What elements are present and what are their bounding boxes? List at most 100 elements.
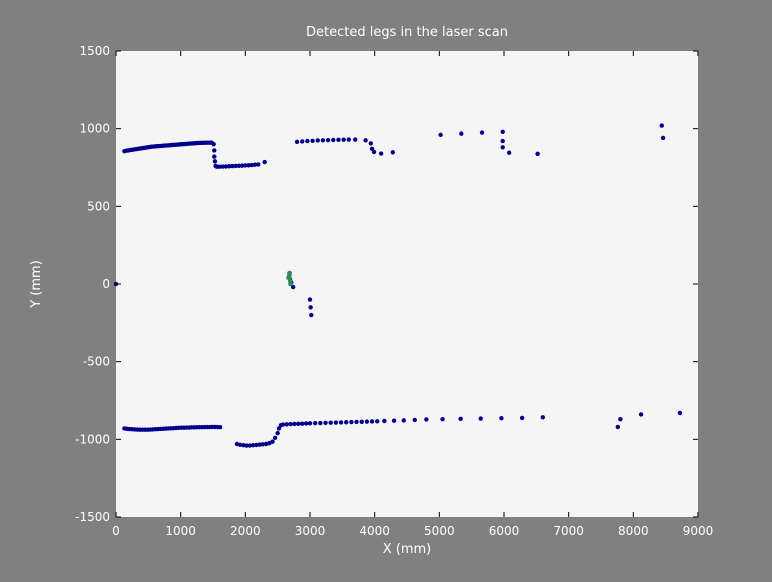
scan-point: [256, 162, 261, 167]
scan-point: [325, 137, 331, 143]
scan-point: [217, 164, 222, 169]
scan-point: [300, 139, 305, 144]
scan-point: [618, 416, 623, 422]
scan-point: [212, 148, 217, 153]
data-points: [113, 123, 683, 448]
scan-point: [424, 417, 429, 422]
scan-point: [236, 163, 242, 168]
x-tick-label: 2000: [230, 524, 261, 538]
scan-point: [262, 159, 267, 165]
scan-point: [284, 422, 289, 427]
scan-point: [220, 164, 225, 169]
scan-point: [331, 137, 336, 143]
scan-point: [378, 151, 384, 156]
scan-point: [336, 137, 341, 143]
scan-point: [677, 410, 683, 416]
scan-point: [659, 123, 664, 128]
scan-point: [333, 420, 339, 425]
scan-point: [250, 443, 256, 448]
scan-point: [438, 132, 443, 138]
scan-point: [382, 418, 387, 424]
chart-title: Detected legs in the laser scan: [306, 25, 508, 40]
x-axis-label: X (mm): [383, 542, 432, 557]
scan-point: [280, 422, 286, 427]
scan-point: [315, 138, 320, 143]
scan-point: [309, 312, 314, 318]
scan-point: [294, 139, 300, 145]
scan-point: [310, 138, 315, 143]
scan-point: [318, 420, 323, 426]
x-tick-label: 6000: [489, 524, 520, 538]
scan-point: [257, 442, 262, 447]
scan-point: [540, 415, 545, 420]
scan-point: [288, 421, 293, 427]
scan-point: [479, 130, 485, 135]
y-tick-label: 1500: [79, 44, 110, 58]
scan-point: [305, 138, 310, 144]
y-tick-label: -1500: [75, 510, 110, 524]
scan-point: [391, 418, 397, 423]
y-tick-label: 1000: [79, 122, 110, 136]
scan-point: [307, 297, 313, 302]
leg-point: [288, 281, 293, 287]
x-tick-label: 7000: [553, 524, 584, 538]
scan-point: [459, 131, 464, 136]
scan-point: [249, 162, 254, 168]
scan-point: [328, 420, 333, 425]
scan-point: [353, 137, 358, 142]
scan-point: [243, 163, 248, 168]
x-tick-label: 9000: [683, 524, 714, 538]
scan-point: [344, 420, 349, 425]
scan-point: [241, 443, 246, 448]
x-tick-label: 1000: [165, 524, 196, 538]
y-tick-label: -500: [83, 355, 110, 369]
scan-point: [320, 138, 326, 143]
scan-point: [363, 138, 368, 143]
scan-point: [354, 419, 359, 425]
scan-point: [535, 151, 540, 157]
scan-point: [368, 141, 373, 146]
scan-point: [458, 416, 463, 422]
x-tick-label: 4000: [359, 524, 390, 538]
scan-point: [239, 163, 245, 168]
scan-point: [364, 419, 370, 424]
scan-point: [246, 163, 251, 168]
scan-point: [615, 424, 621, 430]
scan-point: [296, 421, 301, 426]
scan-point: [230, 163, 235, 169]
scan-point: [247, 443, 253, 448]
scan-point: [244, 443, 249, 448]
scan-point: [506, 150, 512, 155]
scan-point: [303, 421, 309, 426]
y-tick-label: 0: [102, 277, 110, 291]
axis-ticks: 0 1000 2000 3000 4000 5000 6000 7000 8000 9000 -15…: [75, 44, 713, 538]
scan-point: [519, 415, 525, 421]
x-tick-label: 3000: [295, 524, 326, 538]
scan-point: [223, 164, 229, 169]
y-tick-label: -1000: [75, 432, 110, 446]
x-tick-label: 5000: [424, 524, 455, 538]
scan-point: [499, 416, 504, 421]
scan-point: [211, 142, 216, 147]
scan-point: [478, 416, 483, 421]
scan-point: [660, 135, 666, 141]
scan-point: [500, 145, 505, 150]
scan-point: [307, 421, 313, 426]
scan-point: [212, 154, 217, 159]
scan-point: [346, 137, 351, 142]
scan-point: [237, 442, 243, 447]
scan-point: [260, 442, 265, 447]
scan-point: [390, 150, 395, 155]
x-tick-label: 8000: [618, 524, 649, 538]
scan-point: [212, 159, 218, 164]
scan-point: [254, 442, 259, 448]
scan-point: [338, 420, 344, 425]
scan-point: [369, 419, 375, 424]
leg-point: [287, 270, 293, 276]
scan-point: [275, 430, 280, 436]
scan-point: [272, 435, 278, 440]
scan-point: [292, 421, 297, 427]
scan-point: [300, 421, 305, 426]
